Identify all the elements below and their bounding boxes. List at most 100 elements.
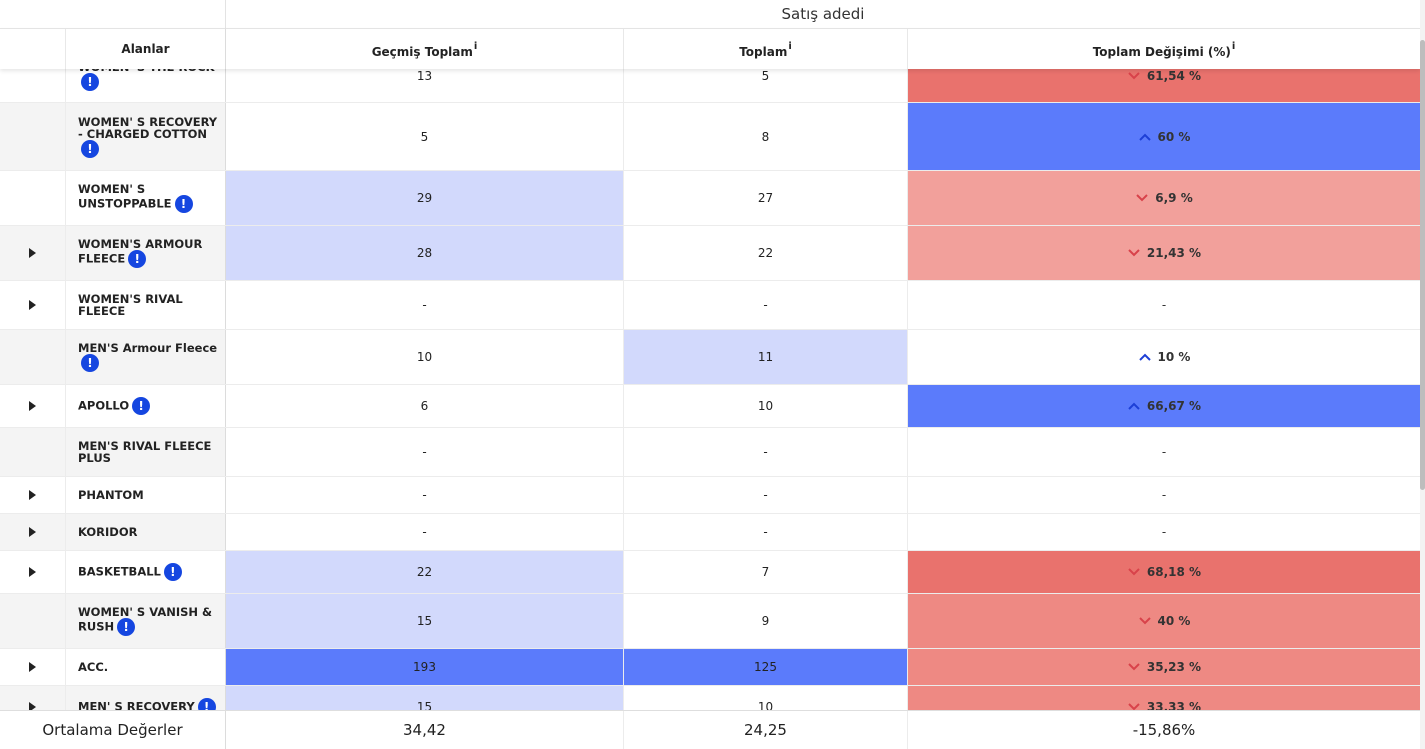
change-value-group: - — [1162, 445, 1166, 459]
row-name-label: WOMEN' S RECOVERY - CHARGED COTTON — [78, 114, 218, 141]
row-name-wrap: PHANTOM — [78, 489, 144, 501]
past-total-cell: - — [226, 514, 624, 550]
table-row[interactable]: ACC. 193 125 35,23 % — [0, 649, 1420, 686]
chevron-up-icon — [1128, 402, 1140, 410]
change-value: - — [1161, 445, 1167, 459]
table-row[interactable]: WOMEN'S RIVAL FLEECE - - - — [0, 281, 1420, 330]
expand-triangle-icon[interactable] — [29, 567, 36, 577]
change-cell: 6,9 % — [908, 171, 1420, 225]
change-value-group: 21,43 % — [1127, 246, 1201, 260]
table-row[interactable]: BASKETBALL! 22 7 68,18 % — [0, 551, 1420, 594]
change-cell: 21,43 % — [908, 226, 1420, 280]
row-name-cell: WOMEN'S ARMOUR FLEECE! — [66, 226, 226, 280]
chevron-up-icon — [1138, 353, 1151, 361]
past-total-cell: 29 — [226, 171, 624, 225]
table-row[interactable]: WOMEN' S VANISH & RUSH! 15 9 40 % — [0, 594, 1420, 649]
row-expander-cell — [0, 103, 66, 170]
table-row[interactable]: MEN'S Armour Fleece! 10 11 10 % — [0, 330, 1420, 385]
column-header-past-total-label: Geçmiş Toplam — [371, 45, 473, 59]
change-value: 6,9 % — [1155, 191, 1193, 205]
table-row[interactable]: PHANTOM - - - — [0, 477, 1420, 514]
row-expander-cell[interactable] — [0, 385, 66, 427]
warning-icon[interactable]: ! — [163, 563, 182, 581]
info-icon[interactable]: i — [473, 41, 478, 52]
row-name-cell: WOMEN' S VANISH & RUSH! — [66, 594, 226, 648]
column-header-total[interactable]: Toplami — [624, 29, 908, 69]
info-icon[interactable]: i — [1231, 41, 1236, 52]
table-row[interactable]: WOMEN' S RECOVERY - CHARGED COTTON! 5 8 60 … — [0, 103, 1420, 171]
total-cell: - — [624, 514, 908, 550]
warning-icon[interactable]: ! — [174, 195, 193, 213]
row-name-label: KORIDOR — [78, 525, 138, 539]
row-name-label: PHANTOM — [78, 488, 144, 502]
change-cell: 66,67 % — [908, 385, 1420, 427]
change-value: 66,67 % — [1146, 399, 1202, 413]
row-name-wrap: BASKETBALL! — [78, 563, 182, 581]
row-expander-cell[interactable] — [0, 477, 66, 513]
change-value-group: - — [1162, 298, 1166, 312]
row-expander-cell[interactable] — [0, 281, 66, 329]
total-cell: - — [624, 281, 908, 329]
row-expander-cell — [0, 428, 66, 476]
table-row[interactable]: WOMEN'S ARMOUR FLEECE! 28 22 21,43 % — [0, 226, 1420, 281]
change-cell: 40 % — [908, 594, 1420, 648]
past-total-cell: 28 — [226, 226, 624, 280]
total-cell: 5 — [624, 50, 908, 102]
row-name-cell: PHANTOM — [66, 477, 226, 513]
past-total-cell: - — [226, 281, 624, 329]
warning-icon[interactable]: ! — [132, 397, 151, 415]
expand-triangle-icon[interactable] — [29, 401, 36, 411]
past-total-cell: 10 — [226, 330, 624, 384]
total-cell: 125 — [624, 649, 908, 685]
vertical-scrollbar[interactable] — [1420, 0, 1425, 749]
row-expander-cell[interactable] — [0, 226, 66, 280]
table-row[interactable]: MEN'S RIVAL FLEECE PLUS - - - — [0, 428, 1420, 477]
footer-change-avg: -15,86% — [1132, 721, 1196, 739]
expand-triangle-icon[interactable] — [29, 248, 36, 258]
change-cell: - — [908, 477, 1420, 513]
info-icon[interactable]: i — [788, 41, 792, 52]
table-row[interactable]: KORIDOR - - - — [0, 514, 1420, 551]
change-value-group: - — [1162, 525, 1166, 539]
warning-icon[interactable]: ! — [128, 250, 147, 268]
column-header-change[interactable]: Toplam Değişimi (%)i — [908, 29, 1420, 69]
group-header-title: Satış adedi — [781, 5, 865, 23]
row-name-label: WOMEN'S RIVAL FLEECE — [78, 292, 183, 318]
chevron-down-icon — [1128, 72, 1140, 80]
column-header-row: Alanlar Geçmiş Toplami Toplami Toplam De… — [0, 29, 1420, 69]
row-name-wrap: WOMEN'S RIVAL FLEECE — [78, 293, 218, 317]
scrollbar-thumb[interactable] — [1420, 40, 1425, 490]
chevron-up-icon — [1138, 133, 1151, 141]
expand-triangle-icon[interactable] — [29, 490, 36, 500]
expand-triangle-icon[interactable] — [29, 300, 36, 310]
warning-icon[interactable]: ! — [117, 618, 136, 636]
table-row[interactable]: APOLLO! 6 10 66,67 % — [0, 385, 1420, 428]
warning-icon[interactable]: ! — [81, 139, 99, 158]
expand-triangle-icon[interactable] — [29, 527, 36, 537]
column-header-fields[interactable]: Alanlar — [66, 29, 226, 69]
change-value: 35,23 % — [1146, 660, 1202, 674]
change-value-group: 66,67 % — [1127, 399, 1201, 413]
change-value: 68,18 % — [1146, 565, 1202, 579]
table-row[interactable]: WOMEN' S UNSTOPPABLE! 29 27 6,9 % — [0, 171, 1420, 226]
column-header-past-total[interactable]: Geçmiş Toplami — [226, 29, 624, 69]
total-cell: 10 — [624, 385, 908, 427]
row-expander-cell[interactable] — [0, 551, 66, 593]
row-name-cell: APOLLO! — [66, 385, 226, 427]
row-expander-cell — [0, 171, 66, 225]
row-name-wrap: APOLLO! — [78, 397, 151, 415]
warning-icon[interactable]: ! — [81, 73, 99, 91]
total-cell: 7 — [624, 551, 908, 593]
row-expander-cell[interactable] — [0, 514, 66, 550]
total-cell: 8 — [624, 103, 908, 170]
expand-triangle-icon[interactable] — [29, 662, 36, 672]
column-header-expander — [0, 29, 66, 69]
change-value: - — [1161, 488, 1167, 502]
row-name-cell: BASKETBALL! — [66, 551, 226, 593]
row-expander-cell[interactable] — [0, 649, 66, 685]
group-header: Satış adedi — [0, 0, 1420, 29]
change-cell: - — [908, 428, 1420, 476]
warning-icon[interactable]: ! — [81, 354, 99, 372]
expand-triangle-icon[interactable] — [29, 701, 36, 712]
past-total-cell: 6 — [226, 385, 624, 427]
